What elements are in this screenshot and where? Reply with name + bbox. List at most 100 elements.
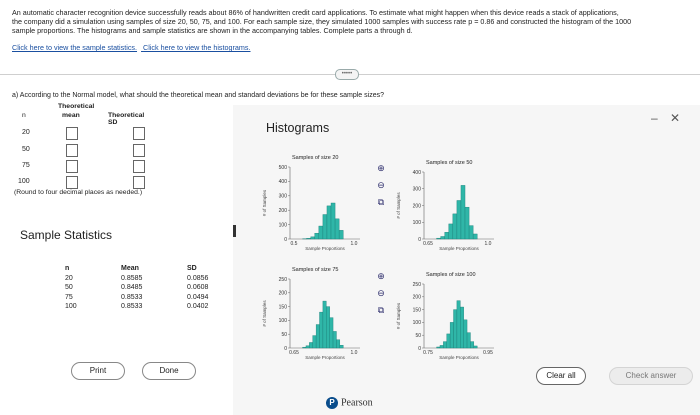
histogram-bar — [322, 214, 328, 240]
col-header-mean-line2: mean — [62, 112, 80, 119]
pearson-brand: P Pearson — [326, 397, 373, 409]
theoretical-mean-input[interactable] — [66, 144, 78, 157]
histogram-bar — [314, 233, 320, 240]
histogram-x-tick-label: 1.0 — [485, 241, 492, 247]
histogram-y-tick-label: 300 — [413, 187, 422, 193]
histogram-bar — [472, 233, 478, 240]
histogram-y-tick-label: 100 — [279, 222, 288, 228]
histogram-title: Samples of size 75 — [292, 267, 338, 273]
cell-n: 100 — [65, 303, 77, 310]
theoretical-mean-input[interactable] — [66, 176, 78, 189]
histogram-y-tick-label: 150 — [279, 304, 288, 310]
theoretical-mean-input[interactable] — [66, 160, 78, 173]
print-button[interactable]: Print — [71, 362, 125, 380]
problem-line-1: An automatic character recognition devic… — [12, 8, 619, 17]
histogram-x-label: Sample Proportions — [439, 355, 479, 360]
question-text: a) According to the Normal model, what s… — [12, 92, 384, 99]
histogram-bar — [443, 341, 447, 349]
histograms-panel — [233, 105, 700, 415]
histogram-bar — [305, 345, 310, 349]
problem-line-3: sample proportions. The histograms and s… — [12, 26, 413, 35]
histogram-bar — [326, 306, 330, 349]
cell-sd: 0.0608 — [187, 284, 209, 291]
histogram-bar — [473, 345, 478, 349]
histogram-x-label: Sample Proportions — [305, 246, 345, 251]
histogram-y-tick-label: 50 — [281, 332, 287, 338]
histogram-bar — [460, 185, 466, 240]
histogram-y-tick-label: 400 — [413, 170, 422, 176]
expand-more-button[interactable]: ••••• — [335, 69, 359, 80]
histogram-title: Samples of size 100 — [426, 272, 476, 278]
histogram-x-tick-label: 1.0 — [351, 350, 358, 356]
header-mean: Mean — [121, 265, 139, 272]
done-button[interactable]: Done — [142, 362, 196, 380]
histogram-bar — [448, 223, 454, 240]
histogram-bar — [456, 200, 462, 240]
histogram-y-tick-label: 100 — [279, 318, 288, 324]
histogram-x-tick-label: 0.5 — [291, 241, 298, 247]
histogram-bar — [319, 311, 324, 349]
histogram-bar — [309, 342, 313, 349]
histogram-x-label: Sample Proportions — [305, 355, 345, 360]
histogram-bar — [444, 232, 449, 240]
sample-statistics-title: Sample Statistics — [20, 228, 113, 242]
histogram-y-tick-label: 200 — [413, 295, 422, 301]
histogram-y-tick-label: 100 — [413, 220, 422, 226]
zoom-out-icon[interactable]: ⊖ — [377, 288, 385, 298]
histogram-bar — [439, 345, 444, 349]
histogram-bar — [334, 218, 340, 240]
header-n: n — [65, 265, 70, 272]
theoretical-sd-input[interactable] — [133, 144, 145, 157]
popout-icon[interactable]: ⧉ — [377, 197, 385, 207]
clear-all-button[interactable]: Clear all — [536, 367, 586, 385]
histogram-bar — [312, 335, 317, 349]
histogram-x-label: Sample Proportions — [439, 246, 479, 251]
histogram-bar — [330, 202, 336, 240]
histogram-y-tick-label: 200 — [413, 203, 422, 209]
cell-mean: 0.8485 — [121, 284, 143, 291]
cell-sd: 0.0494 — [187, 293, 209, 301]
histogram-bar — [436, 346, 441, 349]
col-sd: SD 0.0856 0.0608 0.0494 0.0402 — [187, 264, 208, 312]
theoretical-sd-input[interactable] — [133, 160, 145, 173]
histogram-x-tick-label: 0.75 — [423, 350, 433, 356]
histogram-bar — [464, 206, 470, 240]
histogram-bar — [460, 306, 464, 349]
theoretical-sd-input[interactable] — [133, 127, 145, 140]
histogram-bar — [449, 322, 454, 349]
cell-mean: 0.8585 — [121, 274, 143, 282]
theoretical-sd-input[interactable] — [133, 176, 145, 189]
row-n: 50 — [22, 146, 30, 153]
histogram-x-tick-label: 0.95 — [483, 350, 493, 356]
panel-resize-handle[interactable] — [233, 225, 236, 237]
histogram-bar — [310, 236, 315, 240]
histogram-y-tick-label: 0 — [418, 346, 421, 352]
histograms-chart-area: Samples of size 20 # of Samples 0 100 200 300… — [262, 155, 494, 360]
zoom-in-icon[interactable]: ⊕ — [377, 271, 385, 281]
popout-icon[interactable]: ⧉ — [377, 305, 385, 315]
histograms-title: Histograms — [266, 121, 330, 135]
histogram-y-tick-label: 0 — [284, 237, 287, 243]
minimize-icon[interactable]: – — [651, 111, 658, 125]
histogram-bar — [463, 319, 468, 349]
histogram-bar — [339, 345, 344, 349]
histogram-title: Samples of size 50 — [426, 160, 472, 166]
histograms-link[interactable]: Click here to view the histograms. — [143, 43, 251, 52]
histogram-x-tick-label: 1.0 — [351, 241, 358, 247]
row-n: 100 — [18, 178, 30, 185]
histogram-x-tick-label: 0.65 — [423, 241, 433, 247]
row-n: 20 — [22, 129, 30, 136]
sample-statistics-link[interactable]: Click here to view the sample statistics… — [12, 43, 138, 52]
histogram-y-tick-label: 0 — [418, 237, 421, 243]
cell-n: 50 — [65, 284, 73, 291]
check-answer-button[interactable]: Check answer — [609, 367, 693, 385]
col-n: n 20 50 75 100 — [65, 264, 77, 312]
cell-sd: 0.0856 — [187, 274, 209, 282]
zoom-out-icon[interactable]: ⊖ — [377, 180, 385, 190]
theoretical-mean-input[interactable] — [66, 127, 78, 140]
histogram-bar — [322, 300, 327, 349]
zoom-in-icon[interactable]: ⊕ — [377, 163, 385, 173]
cell-n: 20 — [65, 274, 73, 282]
close-icon[interactable]: ✕ — [670, 111, 681, 125]
histogram-y-tick-label: 50 — [415, 333, 421, 339]
